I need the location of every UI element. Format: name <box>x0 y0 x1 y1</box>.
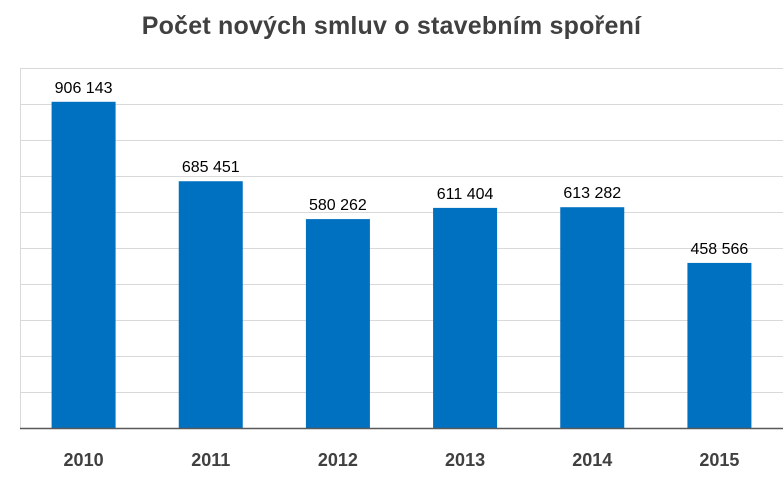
x-tick-label-2011: 2011 <box>191 450 230 470</box>
chart-title: Počet nových smluv o stavebním spoření <box>141 12 642 40</box>
x-tick-label-2012: 2012 <box>318 450 358 470</box>
x-tick-label-2010: 2010 <box>64 450 104 470</box>
data-label-2014: 613 282 <box>563 185 621 202</box>
bar-2011 <box>178 181 243 428</box>
data-label-2012: 580 262 <box>309 197 367 214</box>
bar-2012 <box>305 219 370 428</box>
bar-2010 <box>51 101 116 429</box>
data-label-2015: 458 566 <box>690 241 748 258</box>
x-tick-label-2015: 2015 <box>699 450 739 470</box>
x-axis: 2010 2011 2012 2013 2014 2015 <box>20 427 783 470</box>
x-tick-label-2014: 2014 <box>572 450 612 470</box>
x-tick-label-2013: 2013 <box>445 450 485 470</box>
data-labels: 906 143 685 451 580 262 611 404 613 282 458 5… <box>55 80 749 258</box>
bar-2013 <box>433 207 498 428</box>
bars <box>51 101 752 429</box>
data-label-2010: 906 143 <box>55 80 113 97</box>
bar-2014 <box>560 207 625 428</box>
bar-2015 <box>687 262 752 428</box>
data-label-2013: 611 404 <box>437 186 494 203</box>
gridlines <box>20 68 783 428</box>
data-label-2011: 685 451 <box>182 159 240 176</box>
